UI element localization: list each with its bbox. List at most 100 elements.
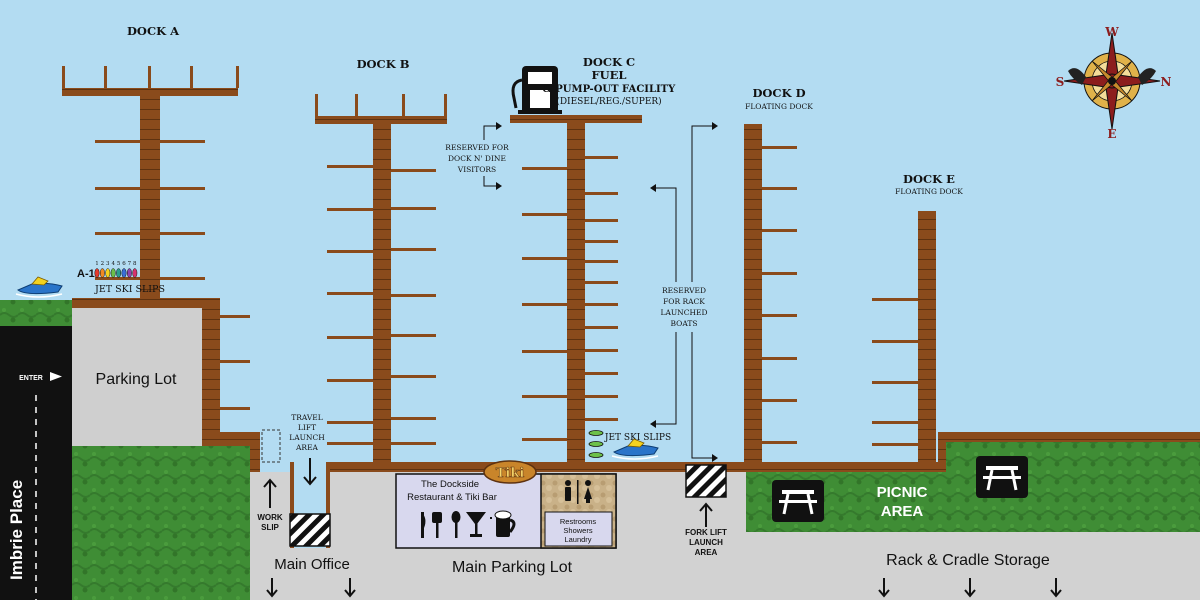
dock-a-head-finger	[104, 66, 107, 88]
jet-ski-slip-number: 2	[101, 261, 105, 267]
reserved-dine-arrow-top	[483, 125, 500, 140]
dock-e-finger-pier	[872, 298, 918, 301]
dock-a-seawall-finger	[220, 407, 250, 410]
tiki-logo: Tiki	[483, 460, 537, 484]
restroom-icon	[565, 480, 592, 504]
dock-c-label: DOCK C	[583, 55, 635, 69]
fork-lift-pad	[685, 464, 727, 498]
dock-e-finger-pier	[872, 443, 918, 446]
street-label: Imbrie Place	[7, 480, 26, 580]
cocktail-glass-icon	[466, 512, 486, 537]
jet-ski-slip	[126, 268, 132, 278]
rack-arrow-4	[691, 332, 716, 459]
jet-ski-slip	[110, 268, 116, 278]
work-slip-water	[260, 432, 290, 472]
dock-d-finger-pier	[762, 441, 797, 444]
dock-b-finger-pier	[391, 169, 436, 172]
rack-arrow-1	[652, 187, 677, 282]
dock-c-grades-label: (DIESEL/REG./SUPER)	[556, 96, 661, 107]
dock-d-main-walkway	[744, 124, 762, 464]
dock-c-finger-pier	[585, 372, 618, 375]
dock-c-finger-pier	[585, 281, 618, 284]
dock-a-seawall-finger	[220, 360, 250, 363]
tiki-logo-text: Tiki	[496, 466, 525, 481]
dock-b-finger-pier	[391, 248, 436, 251]
jet-ski-slip	[94, 268, 100, 278]
picnic-area-line-1: PICNIC	[877, 484, 928, 501]
seawall-office	[202, 432, 260, 446]
jet-ski-icon	[15, 276, 63, 298]
jet-ski-slip	[132, 268, 138, 278]
seawall-east	[938, 432, 1200, 442]
jet-ski-slips-c	[588, 430, 604, 458]
travel-lift-pad	[289, 513, 331, 547]
dock-d-finger-pier	[762, 146, 797, 149]
compass-east-label: E	[1107, 127, 1116, 141]
dock-d-finger-pier	[762, 272, 797, 275]
dock-b-finger-pier	[391, 442, 436, 445]
dock-e-finger-pier	[872, 340, 918, 343]
jet-ski-slip	[99, 268, 105, 278]
grass-corner-west	[0, 300, 72, 328]
jet-ski-slip	[121, 268, 127, 278]
dock-c-finger-pier	[522, 350, 567, 353]
grass-area-southwest	[72, 446, 250, 600]
fork-icon	[432, 512, 442, 538]
dock-d-sub-label: FLOATING DOCK	[745, 102, 813, 111]
picnic-area-line-2: AREA	[881, 503, 924, 520]
dock-b-finger-pier	[391, 294, 436, 297]
wine-glass-icon	[490, 517, 492, 519]
dolphin-east-icon	[1138, 68, 1156, 85]
dock-c-finger-pier	[522, 303, 567, 306]
dock-a-finger-pier	[95, 140, 140, 143]
dock-c-finger-pier	[585, 219, 618, 222]
dock-b-head-finger	[402, 94, 405, 116]
fork-lift-arrow-icon	[699, 502, 713, 527]
fork-lift-line-3: AREA	[695, 548, 718, 557]
dock-c-finger-pier	[522, 213, 567, 216]
enter-label: ENTER	[19, 375, 43, 382]
dock-b-finger-pier	[327, 250, 373, 253]
compass-west-label: W	[1104, 25, 1119, 39]
dock-b-finger-pier	[327, 421, 373, 424]
dock-d-finger-pier	[762, 314, 797, 317]
seawall-west	[72, 298, 220, 308]
dock-c-pumpout-label: & PUMP-OUT FACILITY	[543, 84, 676, 95]
fuel-pump-icon	[511, 66, 562, 114]
main-parking-lot-label: Main Parking Lot	[452, 559, 573, 576]
travel-lift-line-3: LAUNCH	[289, 433, 325, 442]
restaurant-name-line-1: The Dockside	[421, 479, 479, 490]
knife-icon	[421, 512, 426, 538]
jet-ski-slip-number: 8	[133, 261, 137, 267]
dock-c-finger-pier	[585, 418, 618, 421]
restrooms-line-3: Laundry	[564, 535, 591, 544]
jet-ski-slip-number: 1	[95, 261, 99, 267]
dock-c-finger-pier	[522, 167, 567, 170]
parking-lot-label: Parking Lot	[96, 371, 177, 388]
dock-a-head-finger	[62, 66, 65, 88]
jet-ski-slip	[116, 268, 122, 278]
jet-ski-icon	[611, 438, 659, 460]
dock-c-finger-pier	[585, 260, 618, 263]
dock-c-finger-pier	[585, 326, 618, 329]
dock-a-finger-pier	[95, 232, 140, 235]
restrooms-line-1: Restrooms	[560, 517, 597, 526]
seawall-west-vertical	[202, 298, 220, 446]
dock-c-finger-pier	[585, 156, 618, 159]
dock-b-label: DOCK B	[357, 57, 410, 71]
beer-mug-icon	[494, 510, 516, 537]
reserved-rack-line-3: LAUNCHED	[660, 308, 707, 317]
dock-e-sub-label: FLOATING DOCK	[895, 187, 963, 196]
dock-c-finger-pier	[585, 192, 618, 195]
dock-c-finger-pier	[522, 438, 567, 441]
dock-a-main-walkway	[140, 95, 160, 300]
travel-lift-line-2: LIFT	[298, 423, 316, 432]
dock-a-head-finger	[148, 66, 151, 88]
dock-c-finger-pier	[522, 257, 567, 260]
parking-lot-area	[72, 308, 204, 446]
dock-e-label: DOCK E	[903, 172, 955, 186]
entrance-arrows	[266, 578, 1062, 598]
dock-c-finger-pier	[585, 395, 618, 398]
